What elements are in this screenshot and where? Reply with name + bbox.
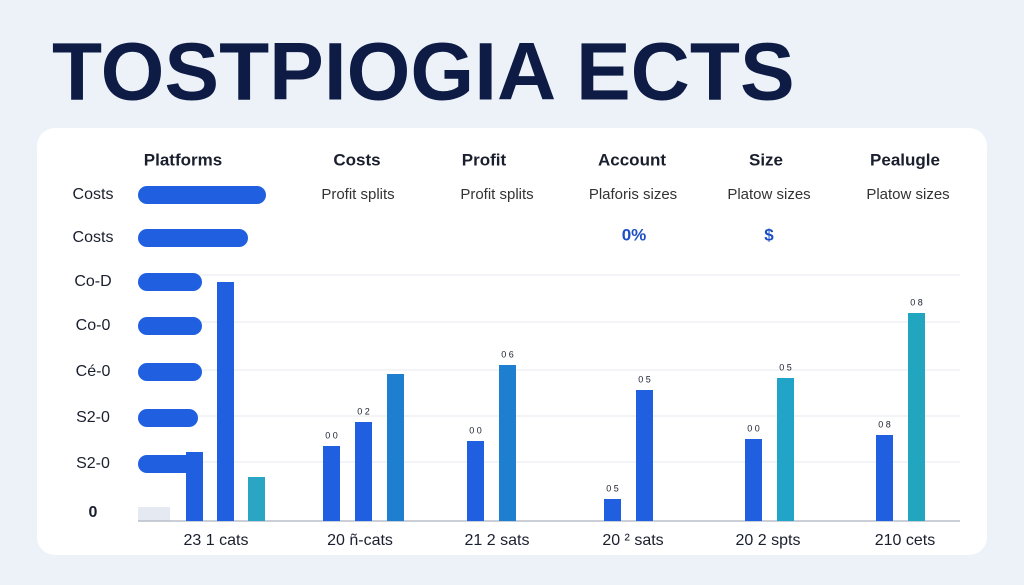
column-subheader: Profit splits: [460, 186, 533, 203]
bar: [636, 390, 653, 521]
column-header: Account: [598, 150, 666, 169]
bar: [745, 439, 762, 521]
bar: [186, 452, 203, 521]
bar: [323, 446, 340, 521]
row-label: Costs: [73, 229, 114, 246]
placeholder: [138, 507, 170, 521]
row-label: 0: [89, 504, 98, 521]
group-label: 20 2 spts: [736, 532, 801, 549]
column-header: Size: [749, 150, 783, 169]
column-subheader: Platow sizes: [866, 186, 949, 203]
bar-tag: 0 0: [747, 423, 760, 433]
column-subheader: Plaforis sizes: [589, 186, 677, 203]
row-bar: [138, 186, 266, 204]
row-label: S2-0: [76, 455, 110, 472]
group-label: 21 2 sats: [465, 532, 530, 549]
row-label: Co-0: [76, 317, 111, 334]
bar-tag: 0 6: [501, 349, 514, 359]
bar-tag: 0 0: [469, 425, 482, 435]
row-bar: [138, 455, 195, 473]
badge: 0%: [622, 225, 647, 244]
column-header: Pealugle: [870, 150, 940, 169]
bar-tag: 0 5: [606, 483, 619, 493]
bar: [908, 313, 925, 521]
column-header: Platforms: [144, 150, 222, 169]
bar: [355, 422, 372, 521]
page-title: TOSTPIOGIA ECTS: [52, 27, 795, 118]
bar: [387, 374, 404, 521]
badge: $: [764, 225, 774, 244]
bar: [876, 435, 893, 521]
bar-tag: 0 5: [638, 374, 651, 384]
row-bar: [138, 409, 198, 427]
row-label: Costs: [73, 186, 114, 203]
row-bar: [138, 229, 248, 247]
row-bar: [138, 363, 202, 381]
bar-tag: 0 8: [878, 419, 891, 429]
bar-tag: 0 0: [325, 430, 338, 440]
column-subheader: Profit splits: [321, 186, 394, 203]
row-bar: [138, 317, 202, 335]
group-label: 23 1 cats: [184, 532, 249, 549]
bar-tag: 0 5: [779, 362, 792, 372]
row-label: Cé-0: [76, 363, 111, 380]
bar: [604, 499, 621, 521]
column-subheader: Platow sizes: [727, 186, 810, 203]
bar: [217, 282, 234, 521]
bar: [777, 378, 794, 521]
row-label: Co-D: [74, 273, 111, 290]
row-bar: [138, 273, 202, 291]
row-label: S2-0: [76, 409, 110, 426]
group-label: 20 ñ-cats: [327, 532, 393, 549]
column-header: Costs: [333, 150, 380, 169]
group-label: 210 cets: [875, 532, 935, 549]
bar: [248, 477, 265, 521]
bar-tag: 0 8: [910, 297, 923, 307]
bar: [467, 441, 484, 521]
bar: [499, 365, 516, 521]
bar-tag: 0 2: [357, 406, 370, 416]
column-header: Profit: [462, 150, 507, 169]
group-label: 20 ² sats: [602, 532, 663, 549]
